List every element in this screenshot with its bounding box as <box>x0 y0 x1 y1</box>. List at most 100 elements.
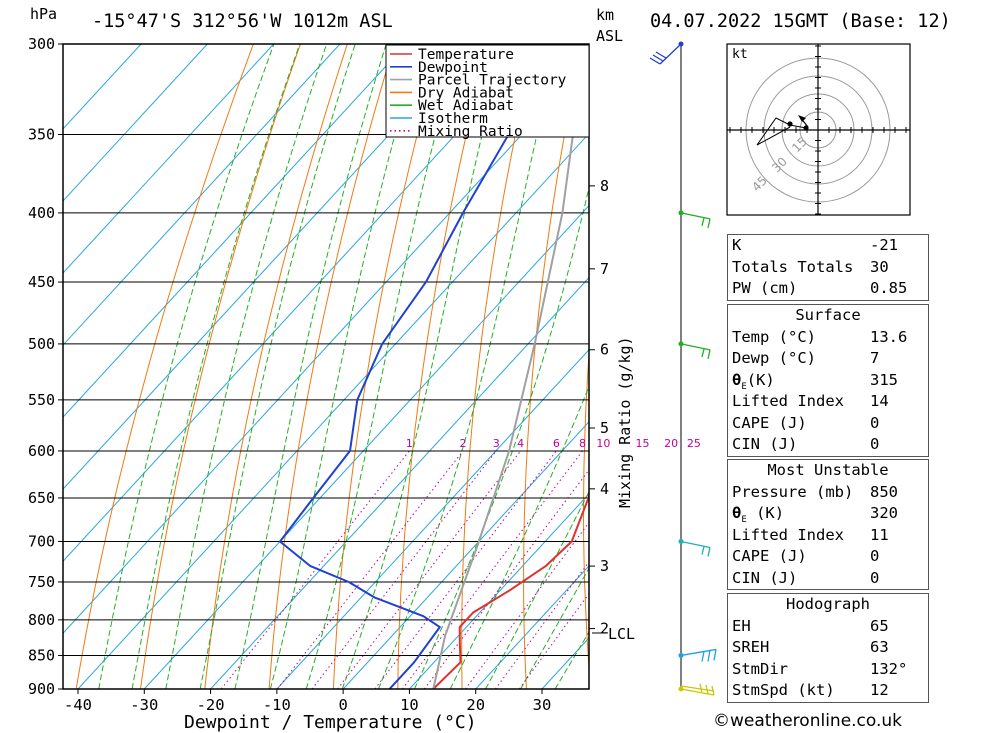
surface-temp-row: Temp (°C) 13.6 <box>728 327 928 349</box>
surface-dewp-row: Dewp (°C) 7 <box>728 348 928 370</box>
mixing-ratio-line <box>337 450 521 689</box>
pressure-tick-label: 400 <box>28 204 55 222</box>
hodograph-trace <box>756 117 807 146</box>
most-unstable-panel: Most Unstable Pressure (mb) 850 θE (K) 320… <box>727 459 929 590</box>
surface-dewp-value: 7 <box>870 349 880 367</box>
dry-adiabat-line <box>140 44 301 689</box>
surface-theta-row: θE(K) 315 <box>728 370 928 392</box>
legend-label: Mixing Ratio <box>418 124 523 140</box>
legend-label: Dry Adiabat <box>418 85 514 101</box>
surface-cape-row: CAPE (J) 0 <box>728 413 928 435</box>
dry-adiabat-line <box>268 44 395 689</box>
wind-barb <box>680 212 711 229</box>
index-label: PW (cm) <box>732 279 798 297</box>
isotherm-line <box>63 44 275 274</box>
legend-label: Parcel Trajectory <box>418 73 567 89</box>
mu-cape-label: CAPE (J) <box>732 547 807 565</box>
surface-cin-value: 0 <box>870 435 880 453</box>
theta-symbol: θ <box>732 504 742 522</box>
surface-li-label: Lifted Index <box>732 392 844 410</box>
dry-adiabat-line <box>642 44 677 689</box>
hodograph-stats-panel: Hodograph EH 65 SREH 63 StmDir 132° StmSpd … <box>727 593 929 703</box>
surface-li-row: Lifted Index 14 <box>728 391 928 413</box>
x-axis-title: Dewpoint / Temperature (°C) <box>184 712 477 733</box>
plot-frame <box>62 43 590 690</box>
hodo-stat-label: StmDir <box>732 659 788 678</box>
isobar-lines <box>63 44 589 689</box>
wet-adiabat-line <box>131 44 301 689</box>
wet-adiabat-line <box>413 185 589 689</box>
pressure-tick-label: 550 <box>28 391 55 409</box>
pressure-axis: 300 350 400 450 500 550 600 650 700 750 800 850 900 <box>28 35 63 698</box>
temperature-tick-label: -10 <box>263 696 291 714</box>
mixing-ratio-label: 10 <box>596 437 610 450</box>
mu-li-label: Lifted Index <box>732 525 844 544</box>
hodo-stat-value: 12 <box>870 681 889 699</box>
temperature-tick-label: -40 <box>64 696 92 714</box>
index-value: 0.85 <box>870 279 908 297</box>
credit-line[interactable]: ©weatheronline.co.uk <box>713 711 902 731</box>
theta-subscript: E <box>741 515 747 526</box>
mu-theta-value: 320 <box>870 504 898 522</box>
storm-motion-arrowhead <box>798 115 806 122</box>
altitude-unit-asl: ASL <box>596 27 623 45</box>
theta-symbol: θ <box>732 370 742 389</box>
index-row-k: K -21 <box>728 235 928 257</box>
wet-adiabat-line <box>377 44 559 689</box>
isotherm-line <box>143 204 589 689</box>
index-value: -21 <box>870 236 898 254</box>
surface-theta-value: 315 <box>870 370 898 389</box>
mu-cin-label: CIN (J) <box>732 568 798 587</box>
mu-pressure-value: 850 <box>870 482 898 501</box>
credit-text: weatheronline.co.uk <box>730 711 903 731</box>
dry-adiabat-line <box>957 44 1000 689</box>
pressure-tick-label: 300 <box>28 35 55 53</box>
pressure-tick-label: 750 <box>28 573 55 591</box>
index-label: Totals Totals <box>732 257 854 276</box>
surface-panel: Surface Temp (°C) 13.6 Dewp (°C) 7 θE(K) 31… <box>727 304 929 457</box>
most-unstable-title: Most Unstable <box>767 461 889 479</box>
surface-li-value: 14 <box>870 392 889 410</box>
temperature-tick-label: -20 <box>197 696 225 714</box>
mixing-ratio-line <box>277 450 464 689</box>
mixing-ratio-line <box>402 450 583 689</box>
wind-barb <box>680 343 711 360</box>
pressure-tick-label: 350 <box>28 126 55 144</box>
wind-barb <box>649 43 682 65</box>
altitude-tick-label: 4 <box>600 480 609 498</box>
mixing-ratio-axis-title: Mixing Ratio (g/kg) <box>616 336 634 508</box>
legend-label: Wet Adiabat <box>418 98 514 114</box>
surface-cape-value: 0 <box>870 413 880 432</box>
mixing-ratio-label: 8 <box>579 437 586 450</box>
indices-panel: K -21 Totals Totals 30 PW (cm) 0.85 <box>727 234 929 301</box>
mixing-ratio-label: 15 <box>636 437 650 450</box>
altitude-tick-label: 8 <box>600 177 609 195</box>
mixing-ratio-labels: 1 2 3 4 6 8 10 15 20 25 <box>406 437 701 450</box>
mixing-ratio-label: 1 <box>406 437 413 450</box>
mixing-ratio-label: 4 <box>517 437 524 450</box>
mixing-ratio-label: 20 <box>664 437 678 450</box>
dry-adiabat-line <box>75 44 254 689</box>
hodo-stat-label: SREH <box>732 638 770 656</box>
isotherm-line <box>63 44 341 346</box>
index-value: 30 <box>870 257 889 276</box>
wind-barbs-column <box>649 41 717 696</box>
mu-cin-row: CIN (J) 0 <box>728 568 928 590</box>
datetime-title: 04.07.2022 15GMT (Base: 12) <box>650 11 951 32</box>
mu-cape-value: 0 <box>870 547 880 565</box>
mixing-ratio-label: 25 <box>687 437 701 450</box>
isotherm-line <box>63 44 473 490</box>
pressure-tick-label: 650 <box>28 489 55 507</box>
mixing-ratio-label: 2 <box>460 437 467 450</box>
dry-adiabat-line <box>698 44 723 689</box>
index-row-pw: PW (cm) 0.85 <box>728 278 928 300</box>
index-row-totals: Totals Totals 30 <box>728 257 928 279</box>
mixing-ratio-label: 3 <box>493 437 500 450</box>
altitude-axis: 8 7 6 5 4 3 2 <box>589 177 609 638</box>
temperature-tick-label: 20 <box>466 696 485 714</box>
series-line-dewpoint <box>279 44 540 689</box>
hodograph-point <box>787 121 793 127</box>
hodo-stmspd-row: StmSpd (kt) 12 <box>728 680 928 702</box>
temperature-tick-label: 0 <box>338 696 347 714</box>
